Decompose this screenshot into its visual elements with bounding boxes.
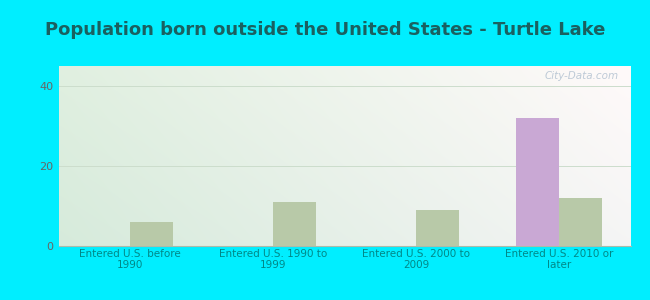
Bar: [416, 210, 459, 246]
Bar: [273, 202, 316, 246]
Bar: [130, 222, 173, 246]
Text: City-Data.com: City-Data.com: [545, 71, 619, 81]
Text: Population born outside the United States - Turtle Lake: Population born outside the United State…: [45, 21, 605, 39]
Bar: [559, 198, 602, 246]
Bar: [516, 118, 559, 246]
